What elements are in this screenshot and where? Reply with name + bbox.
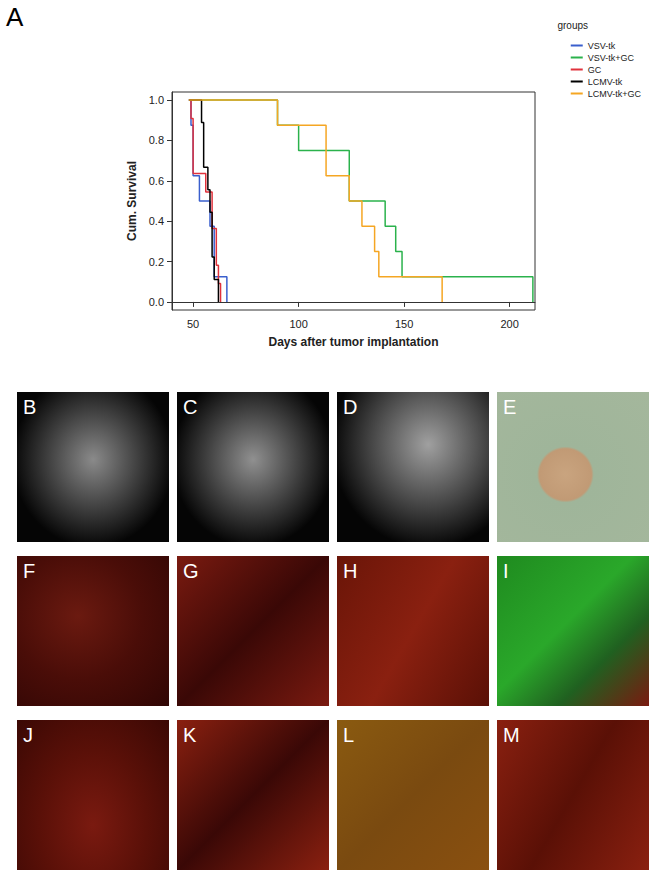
html-text:L: L [343,724,355,746]
svg-text:0.0: 0.0 [149,296,164,308]
html-text:D: D [343,396,358,418]
html-text:J: J [23,724,33,746]
svg-text:0.8: 0.8 [149,134,164,146]
html-text:G: G [183,560,199,582]
html-text:H: H [343,560,358,582]
html-text:K: K [183,724,197,746]
html-text:B: B [23,396,37,418]
svg-text:200: 200 [500,318,518,330]
svg-text:1.0: 1.0 [149,94,164,106]
svg-text:GC: GC [588,65,602,75]
svg-text:VSV-tk: VSV-tk [588,41,616,51]
html-text:E: E [503,396,517,418]
svg-text:groups: groups [557,20,588,31]
svg-text:150: 150 [395,318,413,330]
svg-text:Cum. Survival: Cum. Survival [125,161,139,241]
svg-text:0.6: 0.6 [149,175,164,187]
svg-text:50: 50 [187,318,199,330]
html-text:F: F [23,560,36,582]
html-text:A: A [6,2,24,32]
svg-text:VSV-tk+GC: VSV-tk+GC [588,53,635,63]
svg-text:100: 100 [289,318,307,330]
html-text:C: C [183,396,198,418]
svg-text:0.4: 0.4 [149,215,164,227]
svg-text:LCMV-tk+GC: LCMV-tk+GC [588,89,642,99]
svg-text:0.2: 0.2 [149,256,164,268]
svg-text:LCMV-tk: LCMV-tk [588,77,623,87]
svg-text:Days after tumor implantation: Days after tumor implantation [268,335,438,349]
html-text:M: M [503,724,520,746]
html-text:I: I [503,560,509,582]
